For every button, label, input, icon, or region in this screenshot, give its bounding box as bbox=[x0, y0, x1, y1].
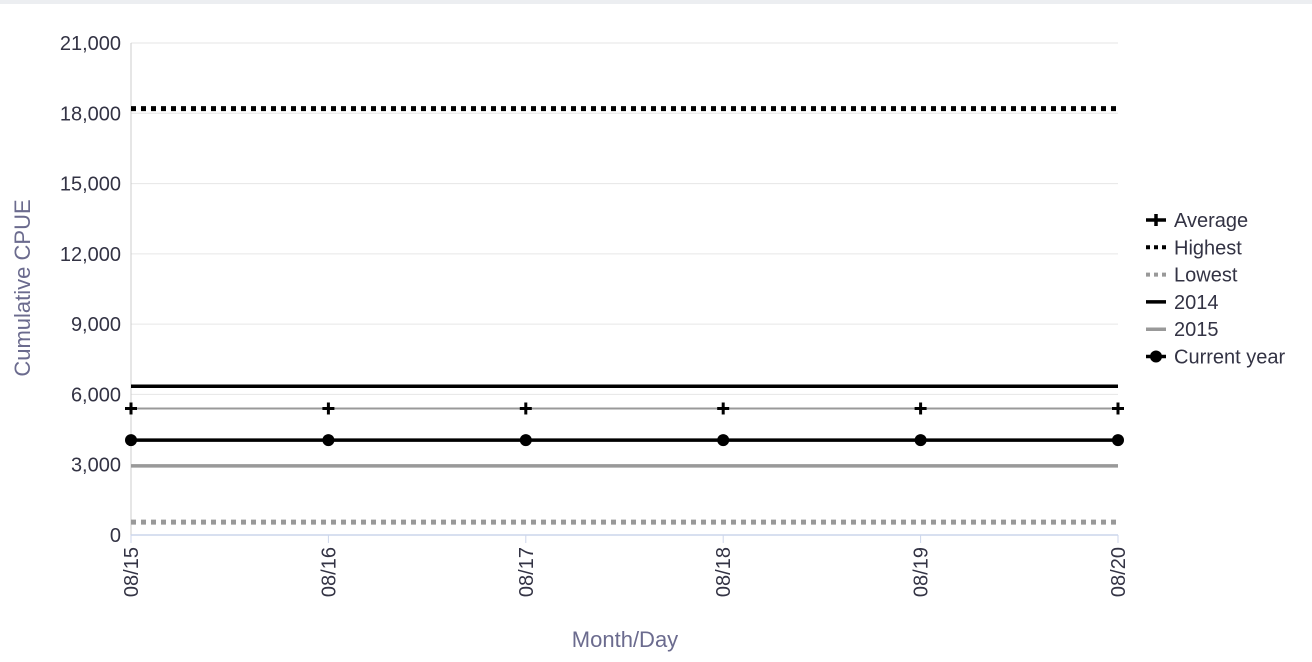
x-tick-label: 08/18 bbox=[713, 547, 735, 597]
plus-marker bbox=[914, 402, 927, 415]
top-divider bbox=[0, 0, 1312, 4]
point-marker bbox=[125, 434, 137, 447]
point-marker bbox=[519, 434, 532, 447]
axes bbox=[130, 43, 1119, 543]
series-average bbox=[125, 402, 1124, 415]
y-tick-label: 18,000 bbox=[60, 103, 121, 125]
plus-marker bbox=[125, 402, 137, 415]
legend-label: Current year bbox=[1174, 347, 1285, 369]
legend-label: Highest bbox=[1174, 237, 1242, 259]
point-marker bbox=[1112, 434, 1124, 447]
series-lines bbox=[125, 106, 1124, 525]
plus-marker bbox=[322, 402, 335, 415]
legend-item: Average bbox=[1146, 210, 1248, 232]
y-axis-tick-labels: 0 3,000 6,000 9,000 12,000 15,000 18,000 21,000 bbox=[60, 33, 121, 547]
plus-marker bbox=[717, 402, 730, 415]
x-tick-label: 08/16 bbox=[318, 547, 340, 597]
legend-item: 2015 bbox=[1146, 319, 1219, 341]
x-tick-label: 08/20 bbox=[1108, 547, 1130, 597]
legend-label: 2014 bbox=[1174, 292, 1219, 314]
legend-item: 2014 bbox=[1146, 292, 1219, 314]
y-tick-label: 9,000 bbox=[71, 314, 121, 336]
x-axis-tick-labels: 08/15 08/16 08/17 08/18 08/19 08/20 bbox=[121, 547, 1130, 597]
legend: Average Highest Lowest 2014 2015 Current year bbox=[1146, 210, 1285, 369]
legend-label: Lowest bbox=[1174, 265, 1238, 287]
y-tick-label: 15,000 bbox=[60, 174, 121, 196]
x-axis-label: Month/Day bbox=[572, 627, 678, 652]
series-current-year bbox=[125, 434, 1124, 447]
y-tick-label: 3,000 bbox=[71, 455, 121, 477]
gridlines bbox=[131, 42, 1118, 466]
y-tick-label: 12,000 bbox=[60, 244, 121, 266]
y-tick-label: 0 bbox=[110, 525, 121, 547]
point-marker bbox=[717, 434, 730, 447]
legend-item: Current year bbox=[1146, 347, 1285, 369]
plus-marker bbox=[519, 402, 532, 415]
plus-marker bbox=[1112, 402, 1124, 415]
point-marker bbox=[322, 434, 335, 447]
x-tick-label: 08/19 bbox=[911, 547, 933, 597]
y-axis-label: Cumulative CPUE bbox=[10, 199, 35, 376]
y-tick-label: 21,000 bbox=[60, 33, 121, 55]
legend-label: Average bbox=[1174, 210, 1248, 232]
y-tick-label: 6,000 bbox=[71, 384, 121, 406]
legend-label: 2015 bbox=[1174, 319, 1219, 341]
point-marker bbox=[914, 434, 927, 447]
x-tick-label: 08/17 bbox=[516, 547, 538, 597]
legend-symbol bbox=[1146, 214, 1166, 226]
x-tick-label: 08/15 bbox=[121, 547, 143, 597]
legend-item: Highest bbox=[1146, 237, 1242, 259]
legend-symbol bbox=[1146, 350, 1166, 363]
legend-item: Lowest bbox=[1146, 265, 1238, 287]
